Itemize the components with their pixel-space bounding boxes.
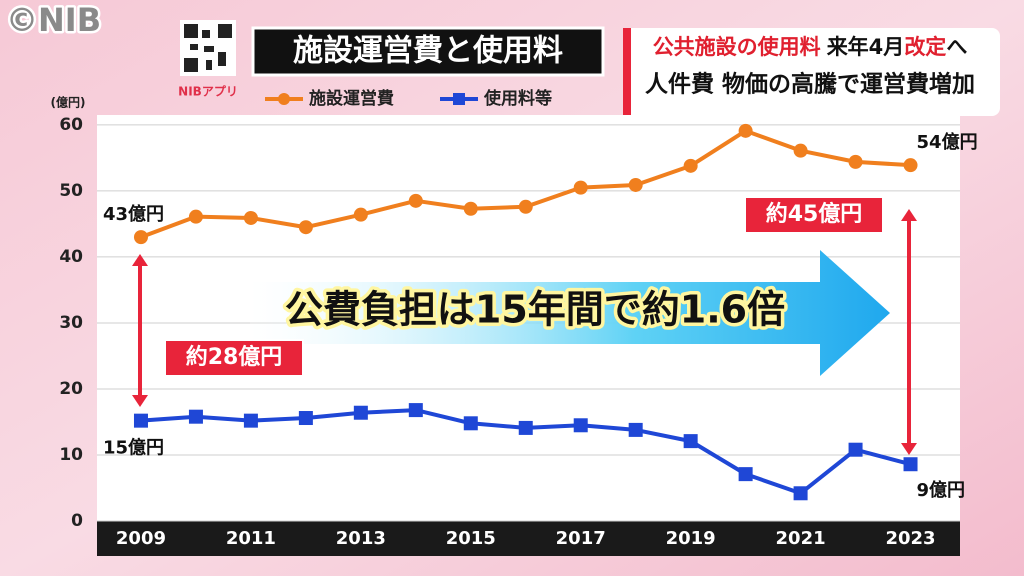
x-tick-label: 2017 (556, 528, 606, 549)
value-label: 54億円 (917, 131, 978, 153)
annotation-box (164, 339, 304, 377)
data-point (848, 154, 863, 169)
headline-part: 改定 (904, 35, 946, 59)
y-tick-label: 0 (71, 511, 83, 531)
value-label: 43億円 (103, 203, 164, 225)
y-tick-label: 10 (59, 445, 83, 465)
title-box (251, 26, 605, 77)
data-point (133, 230, 148, 245)
y-tick-label: 60 (59, 115, 83, 135)
y-tick-label: 30 (59, 313, 83, 333)
data-point (408, 403, 423, 418)
data-point (848, 442, 863, 457)
x-tick-label: 2009 (116, 528, 166, 549)
data-point (243, 413, 258, 428)
y-tick-label: 50 (59, 181, 83, 201)
data-point (903, 457, 918, 472)
x-tick-label: 2023 (885, 528, 935, 549)
x-tick-label: 2013 (336, 528, 386, 549)
data-point (408, 193, 423, 208)
data-point (298, 220, 313, 235)
legend-label: 使用料等 (483, 88, 552, 109)
data-point (353, 207, 368, 222)
data-point (133, 413, 148, 428)
legend-marker (278, 93, 290, 105)
legend-label: 施設運営費 (309, 88, 394, 109)
headline-annotation: 公費負担は15年間で約1.6倍 (285, 288, 785, 332)
x-tick-label: 2015 (446, 528, 496, 549)
data-point (188, 209, 203, 224)
data-point (573, 418, 588, 433)
headline-stripe (623, 28, 631, 116)
data-point (298, 411, 313, 426)
y-tick-label: 40 (59, 247, 83, 267)
headline-line1: 公共施設の使用料 来年4月改定へ (653, 35, 968, 59)
data-point (738, 123, 753, 138)
x-tick-label: 2021 (776, 528, 826, 549)
data-point (793, 143, 808, 158)
x-tick-label: 2011 (226, 528, 276, 549)
chart-title: 施設運営費と使用料 (293, 34, 563, 69)
data-point (243, 210, 258, 225)
data-point (683, 158, 698, 173)
data-point (353, 405, 368, 420)
data-point (518, 199, 533, 214)
y-tick-label: 20 (59, 379, 83, 399)
headline-line2: 人件費 物価の高騰で運営費増加 (645, 71, 975, 98)
data-point (903, 158, 918, 173)
qr-code (180, 20, 236, 76)
annotation: 約28億円 (186, 344, 283, 370)
data-point (518, 420, 533, 435)
data-point (793, 486, 808, 501)
annotation: 約45億円 (766, 201, 863, 227)
trend-arrow (250, 250, 890, 376)
watermark: ©NIB (6, 1, 101, 39)
app-label: NIBアプリ (178, 84, 238, 99)
value-label: 9億円 (917, 479, 966, 501)
headline-part: 来年4月 (827, 35, 905, 59)
data-point (573, 180, 588, 195)
annotation-box (744, 196, 884, 234)
headline-part: へ (946, 35, 967, 59)
data-point (188, 409, 203, 424)
data-point (683, 434, 698, 449)
data-point (628, 177, 643, 192)
y-unit: (億円) (51, 95, 86, 110)
value-label: 15億円 (103, 437, 164, 459)
headline-box (623, 28, 1000, 116)
data-point (463, 201, 478, 216)
data-point (463, 416, 478, 431)
headline-part: 公共施設の使用料 (653, 35, 821, 59)
legend-marker (453, 93, 465, 105)
x-axis-band (97, 521, 960, 556)
gap-arrow (132, 209, 917, 455)
x-tick-label: 2019 (666, 528, 716, 549)
data-point (738, 467, 753, 482)
data-point (628, 422, 643, 437)
